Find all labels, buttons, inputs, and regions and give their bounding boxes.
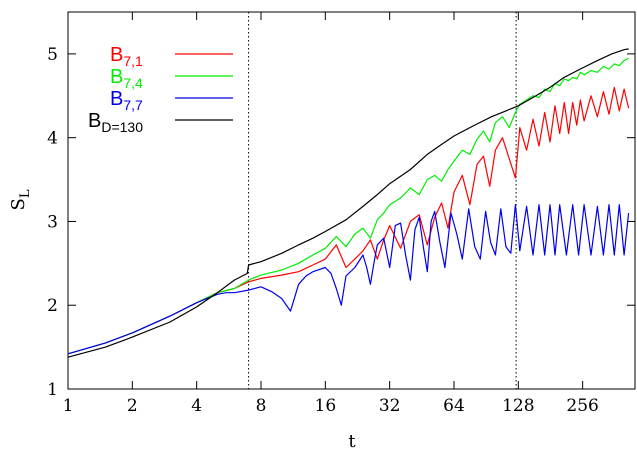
axis-ticks: 1 2 4 8 16 32 64 128 256 1 2 3 4 5 <box>47 12 635 416</box>
x-axis-label: t <box>348 431 356 452</box>
series-line-1 <box>68 87 629 353</box>
x-tick-label: 8 <box>256 396 267 416</box>
x-tick-label: 128 <box>502 396 534 416</box>
y-tick-label: 4 <box>47 129 58 149</box>
plot-frame <box>68 12 635 389</box>
y-tick-label: 1 <box>47 380 58 400</box>
x-tick-label: 1 <box>63 396 74 416</box>
x-tick-label: 16 <box>315 396 337 416</box>
y-axis-label-main: S <box>8 198 29 210</box>
x-tick-label: 2 <box>127 396 138 416</box>
x-tick-label: 4 <box>191 396 202 416</box>
legend: B7,1B7,4B7,7BD=130 <box>88 44 233 135</box>
legend-label-3: B7,7 <box>110 88 143 113</box>
x-tick-label: 32 <box>379 396 401 416</box>
x-tick-label: 256 <box>566 396 598 416</box>
legend-label-4: BD=130 <box>88 110 143 135</box>
series-line-2 <box>68 58 629 354</box>
x-tick-label: 64 <box>443 396 465 416</box>
y-tick-label: 5 <box>47 45 58 65</box>
y-axis-label-sub: L <box>18 189 33 198</box>
y-axis-label: SL <box>8 189 33 210</box>
y-tick-label: 2 <box>47 296 58 316</box>
series-line-3 <box>68 205 629 354</box>
series-group <box>68 49 629 357</box>
series-line-4 <box>68 49 629 357</box>
y-tick-label: 3 <box>47 212 58 232</box>
reference-lines <box>249 12 517 389</box>
